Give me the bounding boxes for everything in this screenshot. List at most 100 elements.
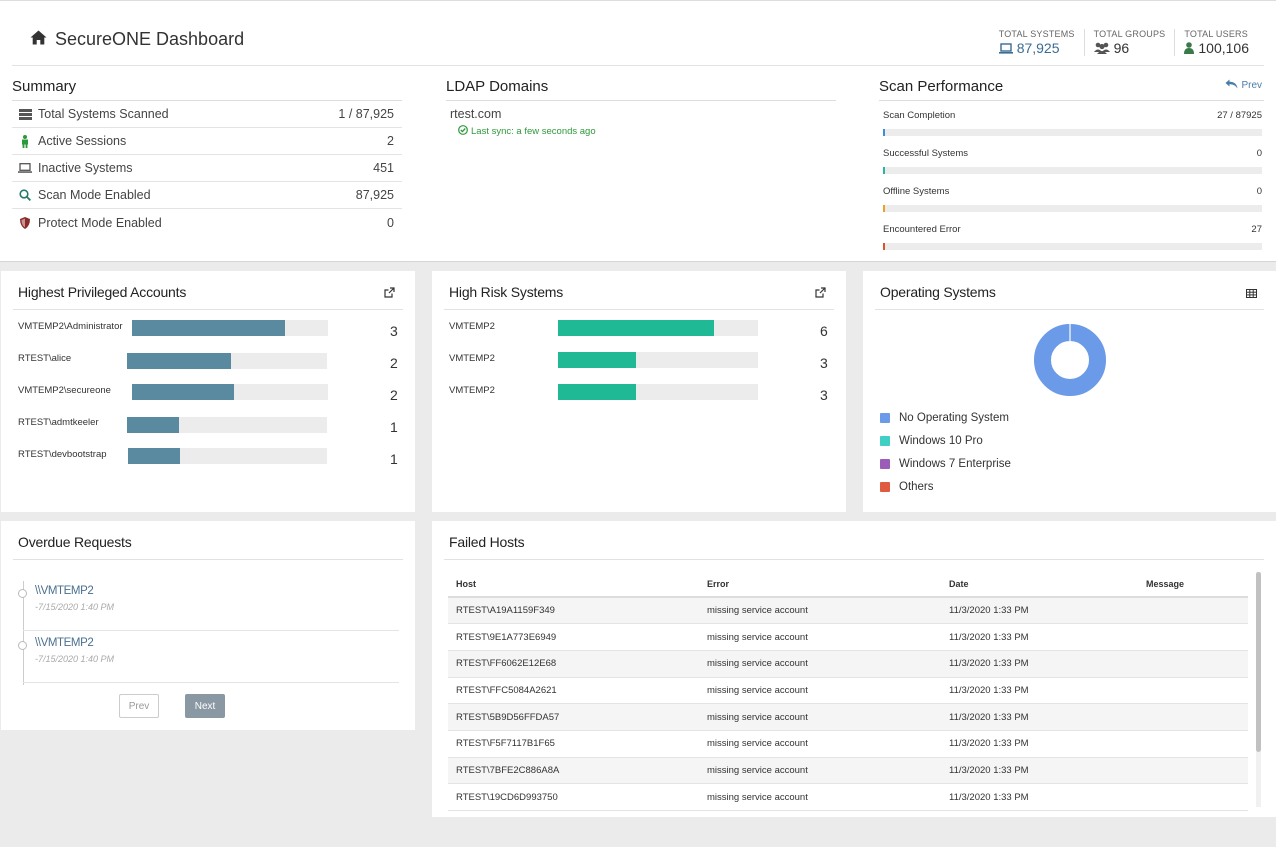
legend-swatch [880, 435, 890, 446]
cell-error: missing service account [699, 757, 941, 785]
stat-total-users[interactable]: TOTAL USERS 100,106 [1174, 29, 1258, 56]
legend-item[interactable]: Windows 7 Enterprise [880, 452, 1011, 475]
summary-label: Active Sessions [38, 134, 127, 148]
privileged-accounts-card: Highest Privileged Accounts VMTEMP2\Admi… [1, 271, 415, 512]
stat-label: TOTAL SYSTEMS [998, 29, 1075, 39]
os-donut-chart[interactable] [1032, 322, 1108, 398]
table-row[interactable]: RTEST\FF6062E12E68 missing service accoun… [448, 650, 1248, 678]
account-label: VMTEMP2\secureone [18, 385, 111, 396]
perf-value: 0 [1256, 148, 1262, 159]
system-value: 6 [820, 323, 828, 339]
table-icon[interactable] [1246, 285, 1257, 303]
cell-message [1138, 677, 1248, 705]
stat-label: TOTAL GROUPS [1093, 29, 1166, 39]
cell-message [1138, 730, 1248, 758]
column-header-date[interactable]: Date [941, 572, 1138, 598]
summary-label: Protect Mode Enabled [38, 215, 162, 230]
table-scrollbar[interactable] [1256, 572, 1261, 807]
account-value: 1 [390, 451, 398, 467]
column-header-host[interactable]: Host [448, 572, 699, 598]
stat-total-groups[interactable]: TOTAL GROUPS 96 [1083, 29, 1175, 56]
legend-item[interactable]: No Operating System [880, 406, 1011, 429]
column-header-message[interactable]: Message [1138, 572, 1248, 598]
overdue-host-link[interactable]: \\VMTEMP2 [35, 637, 94, 649]
stat-value: 100,106 [1198, 40, 1249, 56]
card-divider [444, 309, 834, 310]
perf-label: Offline Systems [883, 186, 950, 197]
system-bar-fill [558, 384, 636, 400]
overdue-host-link[interactable]: \\VMTEMP2 [35, 585, 94, 597]
cell-error: missing service account [699, 703, 941, 731]
legend-item[interactable]: Windows 10 Pro [880, 429, 1011, 452]
account-bar[interactable] [127, 353, 327, 369]
account-bar[interactable] [128, 448, 327, 464]
table-row[interactable]: RTEST\A19A1159F349 missing service accoun… [448, 597, 1248, 625]
system-value: 3 [820, 387, 828, 403]
ldap-sync-status: Last sync: a few seconds ago [458, 125, 596, 138]
page-title: SecureONE Dashboard [55, 29, 245, 49]
account-label: VMTEMP2\Administrator [18, 321, 123, 332]
next-button[interactable]: Next [185, 694, 225, 718]
perf-value: 27 / 87925 [1217, 110, 1262, 121]
summary-row-scan-mode: Scan Mode Enabled 87,925 [12, 182, 402, 209]
person-icon [17, 134, 33, 148]
system-bar[interactable] [558, 320, 758, 336]
cell-error: missing service account [699, 677, 941, 705]
summary-label: Inactive Systems [38, 161, 133, 175]
table-row[interactable]: RTEST\7BFE2C886A8A missing service accoun… [448, 757, 1248, 785]
legend-item[interactable]: Others [880, 475, 1011, 498]
cell-host: RTEST\FFC5084A2621 [448, 677, 699, 705]
prev-label: Prev [1241, 80, 1262, 91]
home-icon[interactable] [30, 30, 47, 50]
server-icon [17, 108, 33, 120]
scan-performance-divider [879, 100, 1264, 101]
account-bar[interactable] [132, 320, 328, 336]
summary-value: 87,925 [355, 188, 394, 202]
account-bar[interactable] [127, 417, 327, 433]
perf-scan-completion: Scan Completion 27 / 87925 [883, 110, 1262, 136]
cell-host: RTEST\19CD6D993750 [448, 783, 699, 811]
external-link-icon[interactable] [384, 285, 395, 303]
cell-date: 11/3/2020 1:33 PM [941, 703, 1138, 731]
table-row[interactable]: RTEST\19CD6D993750 missing service accoun… [448, 783, 1248, 811]
cell-host: RTEST\7BFE2C886A8A [448, 757, 699, 785]
legend-swatch [880, 458, 890, 469]
account-bar-fill [132, 320, 285, 336]
system-bar[interactable] [558, 384, 758, 400]
summary-value: 2 [387, 134, 394, 148]
table-row[interactable]: RTEST\5B9D56FFDA57 missing service accoun… [448, 703, 1248, 731]
table-row[interactable]: RTEST\9E1A773E6949 missing service accoun… [448, 623, 1248, 651]
system-label: VMTEMP2 [449, 353, 495, 364]
os-legend: No Operating System Windows 10 Pro Windo… [880, 406, 1011, 498]
table-row[interactable]: RTEST\F5F7117B1F65 missing service accoun… [448, 730, 1248, 758]
scan-performance-prev-link[interactable]: Prev [1225, 79, 1262, 92]
cell-error: missing service account [699, 623, 941, 651]
table-row[interactable]: RTEST\FFC5084A2621 missing service accoun… [448, 677, 1248, 705]
system-bar-fill [558, 320, 714, 336]
account-bar[interactable] [132, 384, 328, 400]
operating-systems-card: Operating Systems No Operating System Wi… [863, 271, 1276, 512]
account-label: RTEST\alice [18, 353, 72, 364]
cell-host: RTEST\FF6062E12E68 [448, 650, 699, 678]
stat-value: 87,925 [1016, 40, 1060, 56]
header-divider [12, 65, 1264, 66]
scan-performance-title: Scan Performance [879, 78, 1004, 95]
cell-message [1138, 650, 1248, 678]
perf-label: Scan Completion [883, 110, 956, 121]
prev-button[interactable]: Prev [119, 694, 159, 718]
summary-row-active-sessions: Active Sessions 2 [12, 128, 402, 155]
card-title: Overdue Requests [18, 534, 132, 550]
account-label: RTEST\admtkeeler [18, 417, 99, 428]
account-label: RTEST\devbootstrap [18, 449, 107, 460]
scrollbar-thumb[interactable] [1256, 572, 1261, 752]
external-link-icon[interactable] [815, 285, 826, 303]
account-value: 2 [390, 387, 398, 403]
ldap-domain[interactable]: rtest.com [450, 107, 502, 121]
system-bar[interactable] [558, 352, 758, 368]
card-divider [13, 559, 403, 560]
cell-date: 11/3/2020 1:33 PM [941, 730, 1138, 758]
stat-total-systems[interactable]: TOTAL SYSTEMS 87,925 [990, 29, 1084, 56]
cell-date: 11/3/2020 1:33 PM [941, 650, 1138, 678]
account-bar-fill [132, 384, 234, 400]
column-header-error[interactable]: Error [699, 572, 941, 598]
